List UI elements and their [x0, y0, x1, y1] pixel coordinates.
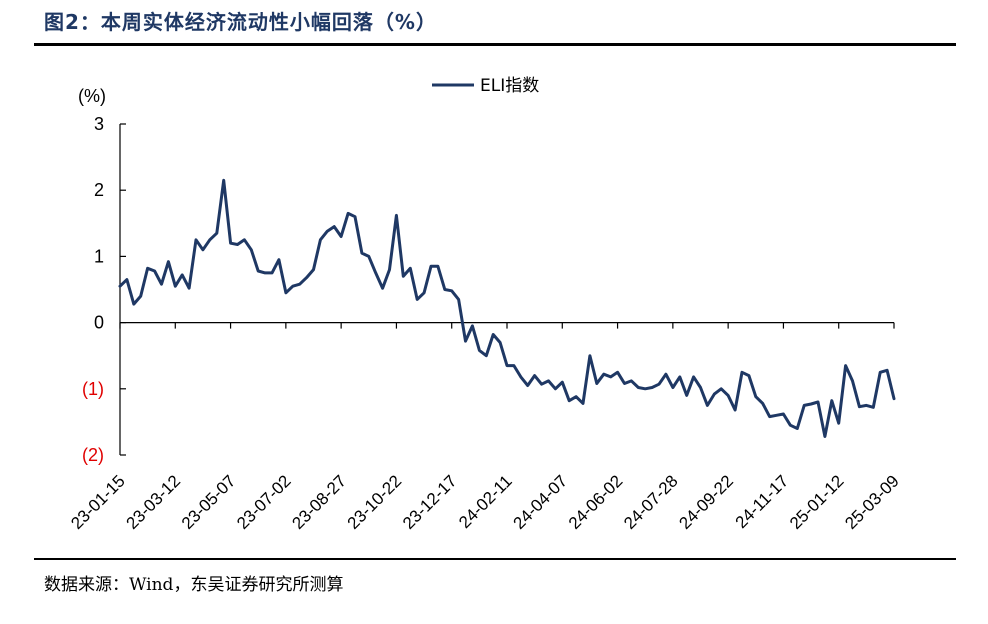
x-tick-label: 24-07-28: [620, 471, 682, 533]
axes: (%)3210(1)(2)23-01-1523-03-1223-05-0723-…: [67, 86, 903, 533]
y-tick-label: (1): [82, 379, 104, 399]
chart-title: 图2：本周实体经济流动性小幅回落（%）: [44, 10, 437, 34]
x-tick-label: 23-05-07: [178, 471, 240, 533]
x-tick-label: 24-04-07: [510, 471, 572, 533]
y-tick-label: 1: [94, 246, 104, 266]
bottom-rule: [34, 558, 956, 560]
series-line-eli: [118, 178, 896, 438]
y-tick-label: 2: [94, 180, 104, 200]
x-tick-label: 23-10-22: [344, 471, 406, 533]
x-tick-label: 23-07-02: [233, 471, 295, 533]
line-chart: (%)3210(1)(2)23-01-1523-03-1223-05-0723-…: [67, 76, 903, 533]
x-tick-label: 23-03-12: [123, 471, 185, 533]
x-tick-label: 23-01-15: [67, 471, 129, 533]
y-tick-label: (2): [82, 445, 104, 465]
source-note: 数据来源：Wind，东吴证券研究所测算: [44, 575, 344, 595]
legend-label: ELI指数: [480, 76, 539, 96]
top-rule: [34, 43, 956, 46]
y-tick-label: 0: [94, 313, 104, 333]
x-tick-label: 25-03-09: [841, 471, 903, 533]
x-tick-label: 23-08-27: [288, 471, 350, 533]
y-unit-label: (%): [78, 86, 106, 106]
y-tick-label: 3: [94, 114, 104, 134]
x-tick-label: 24-02-11: [455, 471, 516, 532]
x-tick-label: 24-06-02: [565, 471, 627, 533]
series-layer: [118, 178, 896, 438]
x-tick-label: 25-01-12: [786, 471, 848, 533]
x-tick-label: 23-12-17: [399, 471, 461, 533]
x-tick-label: 24-09-22: [675, 471, 737, 533]
x-tick-label: 24-11-17: [732, 471, 793, 532]
legend: ELI指数: [432, 76, 539, 96]
